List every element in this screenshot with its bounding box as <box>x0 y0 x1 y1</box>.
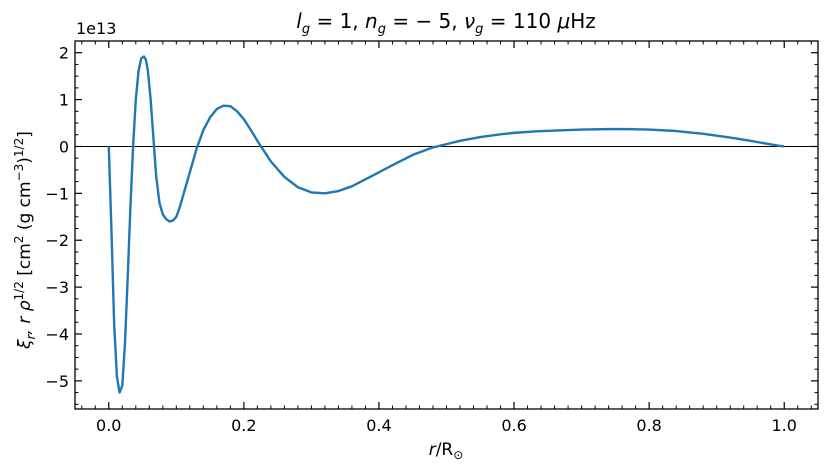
x-tick-label: 0.4 <box>366 416 391 435</box>
y-tick-label: −1 <box>45 184 69 203</box>
y-tick-label: −4 <box>45 325 69 344</box>
x-tick-label: 0.2 <box>231 416 256 435</box>
x-tick-label: 1.0 <box>772 416 797 435</box>
y-tick-label: 2 <box>59 44 69 63</box>
chart-title: lg = 1, ng = − 5, νg = 110 μHz <box>296 9 595 37</box>
x-tick-label: 0.0 <box>96 416 121 435</box>
x-tick-label: 0.8 <box>636 416 661 435</box>
y-tick-label: 0 <box>59 137 69 156</box>
y-tick-label: −5 <box>45 372 69 391</box>
plot-frame <box>74 40 819 410</box>
x-axis-label: r/R⊙ <box>429 440 464 462</box>
y-tick-label: −3 <box>45 278 69 297</box>
plot-area: 0.0 0.2 0.4 0.6 0.8 1.0 −5 −4 −3 −2 −1 0 1 2 <box>45 40 819 435</box>
y-tick-label: −2 <box>45 231 69 250</box>
y-axis-label: ξr, r ρ1/2 [cm2 (g cm−3)1/2] <box>12 131 38 350</box>
y-offset-label: 1e13 <box>76 19 116 38</box>
x-tick-label: 0.6 <box>501 416 526 435</box>
y-tick-label: 1 <box>59 91 69 110</box>
series-line-0 <box>107 55 785 394</box>
